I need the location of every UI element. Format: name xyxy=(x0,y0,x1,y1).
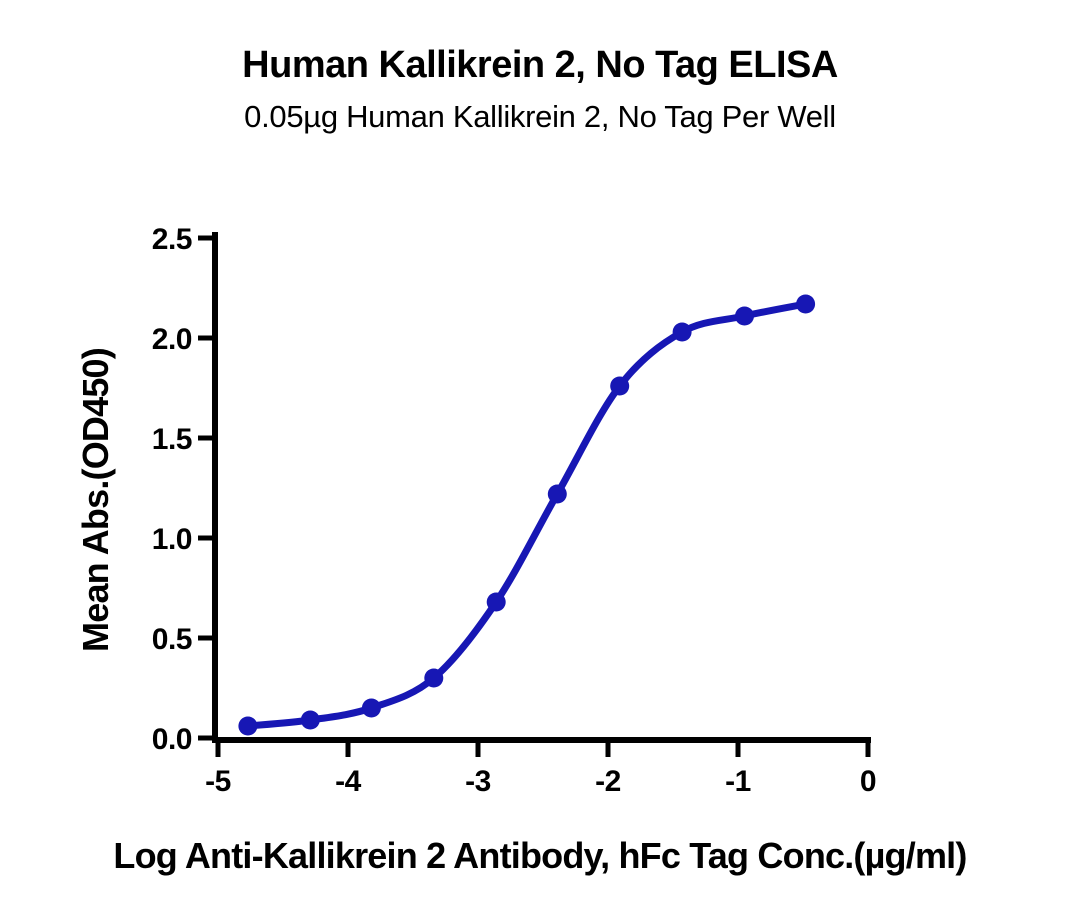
data-point xyxy=(610,376,630,396)
x-tick-label: -3 xyxy=(465,765,491,798)
x-tick-label: 0 xyxy=(860,765,876,798)
data-point xyxy=(796,294,816,314)
data-point xyxy=(424,668,444,688)
chart-subtitle: 0.05µg Human Kallikrein 2, No Tag Per We… xyxy=(244,99,836,134)
y-tick-label: 0.5 xyxy=(152,623,192,656)
x-tick-label: -5 xyxy=(205,765,231,798)
x-tick-label: -1 xyxy=(725,765,751,798)
data-point xyxy=(486,592,506,612)
plot-area: -5 -4 -3 -2 -1 0 0.0 0.5 1.0 1.5 2.0 2.5 xyxy=(152,223,877,798)
y-tick-label: 1.0 xyxy=(152,523,192,556)
y-tick-label: 1.5 xyxy=(152,423,192,456)
y-tick-label: 0.0 xyxy=(152,723,192,756)
fit-curve xyxy=(244,300,810,730)
data-point xyxy=(735,306,754,326)
x-tick-label: -4 xyxy=(335,765,361,798)
x-tick-label: -2 xyxy=(595,765,621,798)
y-axis-title: Mean Abs.(OD450) xyxy=(75,348,116,652)
data-point xyxy=(547,484,567,504)
y-tick-label: 2.0 xyxy=(152,323,192,356)
data-point xyxy=(238,716,258,736)
data-point xyxy=(361,698,381,718)
y-tick-label: 2.5 xyxy=(152,223,192,256)
chart-title: Human Kallikrein 2, No Tag ELISA xyxy=(242,44,838,86)
x-axis-label: Log Anti-Kallikrein 2 Antibody, hFc Tag … xyxy=(113,835,966,876)
data-point xyxy=(300,710,320,730)
data-point xyxy=(672,322,692,342)
